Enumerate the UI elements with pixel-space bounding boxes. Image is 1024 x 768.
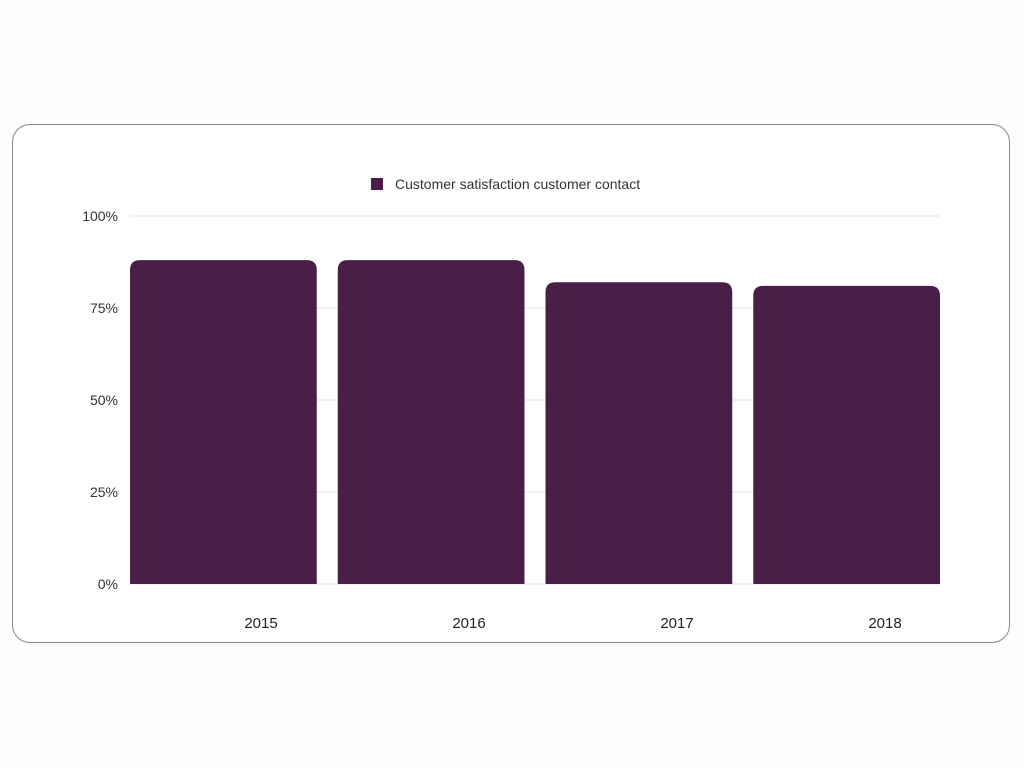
legend: Customer satisfaction customer contact — [371, 176, 640, 192]
bar-2015 — [130, 260, 317, 584]
legend-swatch — [371, 178, 383, 190]
x-tick-label: 2016 — [452, 615, 485, 632]
x-axis-ticks: 2015 2016 2017 2018 — [244, 615, 901, 632]
bar-2018 — [753, 285, 940, 584]
y-tick-label: 50% — [90, 392, 118, 408]
legend-label: Customer satisfaction customer contact — [395, 176, 640, 192]
y-tick-label: 100% — [82, 208, 118, 224]
y-tick-label: 25% — [90, 484, 118, 500]
x-tick-label: 2015 — [244, 615, 277, 632]
y-axis-ticks: 0% 25% 50% 75% 100% — [82, 208, 118, 592]
bar-2016 — [337, 260, 525, 584]
y-tick-label: 0% — [98, 576, 118, 592]
x-tick-label: 2018 — [868, 615, 901, 632]
y-tick-label: 75% — [90, 300, 118, 316]
bars — [130, 260, 940, 584]
x-tick-label: 2017 — [660, 615, 693, 632]
bar-2017 — [545, 282, 733, 584]
